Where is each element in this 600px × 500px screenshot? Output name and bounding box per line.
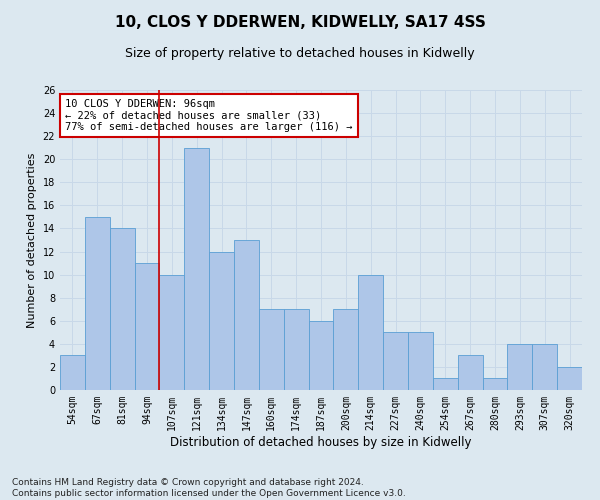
X-axis label: Distribution of detached houses by size in Kidwelly: Distribution of detached houses by size … bbox=[170, 436, 472, 448]
Bar bbox=[383, 332, 408, 390]
Text: Contains HM Land Registry data © Crown copyright and database right 2024.
Contai: Contains HM Land Registry data © Crown c… bbox=[12, 478, 406, 498]
Bar bbox=[60, 356, 85, 390]
Bar bbox=[358, 274, 383, 390]
Bar bbox=[508, 344, 532, 390]
Bar bbox=[134, 263, 160, 390]
Text: 10 CLOS Y DDERWEN: 96sqm
← 22% of detached houses are smaller (33)
77% of semi-d: 10 CLOS Y DDERWEN: 96sqm ← 22% of detach… bbox=[65, 99, 353, 132]
Bar bbox=[308, 321, 334, 390]
Y-axis label: Number of detached properties: Number of detached properties bbox=[27, 152, 37, 328]
Bar bbox=[334, 309, 358, 390]
Bar bbox=[85, 217, 110, 390]
Bar bbox=[532, 344, 557, 390]
Bar bbox=[209, 252, 234, 390]
Bar bbox=[259, 309, 284, 390]
Bar bbox=[184, 148, 209, 390]
Bar bbox=[110, 228, 134, 390]
Text: 10, CLOS Y DDERWEN, KIDWELLY, SA17 4SS: 10, CLOS Y DDERWEN, KIDWELLY, SA17 4SS bbox=[115, 15, 485, 30]
Bar bbox=[160, 274, 184, 390]
Text: Size of property relative to detached houses in Kidwelly: Size of property relative to detached ho… bbox=[125, 48, 475, 60]
Bar bbox=[458, 356, 482, 390]
Bar bbox=[284, 309, 308, 390]
Bar bbox=[482, 378, 508, 390]
Bar bbox=[408, 332, 433, 390]
Bar bbox=[433, 378, 458, 390]
Bar bbox=[234, 240, 259, 390]
Bar bbox=[557, 367, 582, 390]
